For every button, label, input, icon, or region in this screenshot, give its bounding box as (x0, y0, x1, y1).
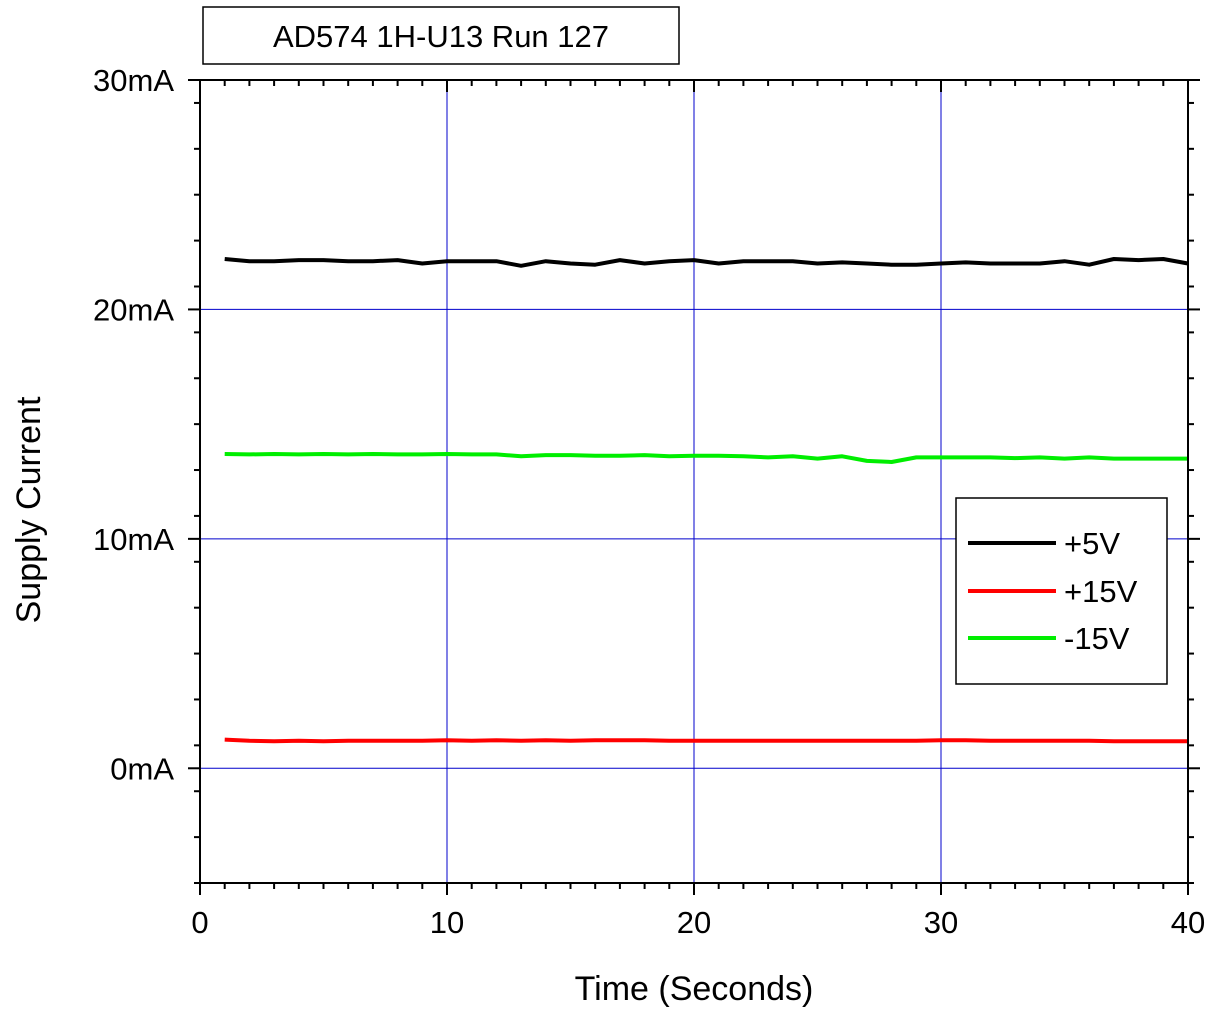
x-tick-label: 20 (677, 905, 711, 940)
chart-title: AD574 1H-U13 Run 127 (273, 19, 609, 54)
y-tick-label: 0mA (110, 751, 174, 786)
tick-labels: 0 10 20 30 40 0mA 10mA 20mA 30mA (93, 63, 1205, 940)
legend-label-2: -15V (1064, 621, 1130, 656)
legend-label-0: +5V (1064, 526, 1120, 561)
gridlines (200, 80, 1188, 883)
x-tick-label: 0 (191, 905, 208, 940)
x-tick-label: 30 (924, 905, 958, 940)
x-tick-label: 40 (1171, 905, 1205, 940)
legend-label-1: +15V (1064, 574, 1138, 609)
x-tick-label: 10 (430, 905, 464, 940)
series-lines (224, 257, 1189, 744)
series-line-1 (224, 737, 1188, 744)
legend: +5V +15V -15V (955, 497, 1168, 685)
series-line-0 (224, 257, 1189, 268)
x-axis-label: Time (Seconds) (575, 970, 814, 1008)
y-axis-label: Supply Current (10, 396, 48, 623)
y-tick-label: 20mA (93, 292, 174, 327)
y-tick-label: 30mA (93, 63, 174, 98)
axis-ticks (188, 79, 1200, 895)
series-line-2 (224, 452, 1188, 464)
chart-title-box: AD574 1H-U13 Run 127 (202, 6, 680, 65)
chart-title-frame (202, 6, 680, 65)
y-tick-label: 10mA (93, 522, 174, 557)
